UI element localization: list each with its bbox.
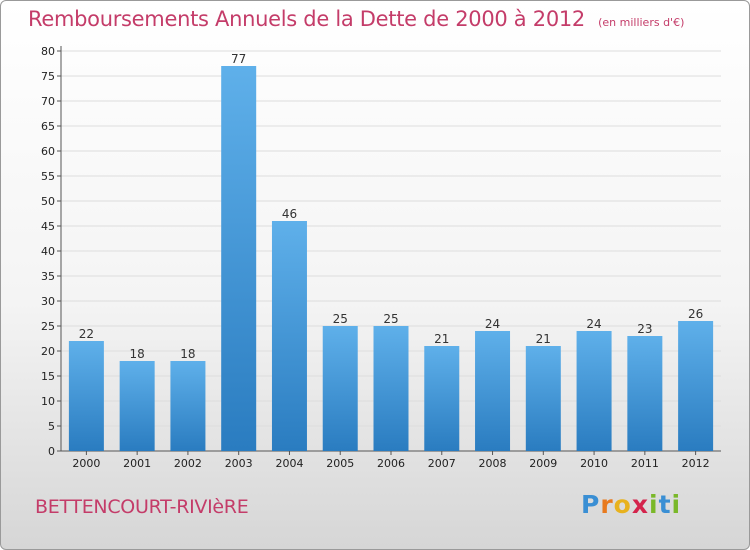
bar-2004 (271, 221, 307, 451)
y-tick-label: 10 (41, 395, 55, 408)
bar-2002 (170, 361, 206, 451)
x-tick-label: 2007 (428, 457, 456, 470)
x-tick-label: 2001 (123, 457, 151, 470)
bar-2009 (525, 346, 561, 451)
bars (68, 66, 714, 451)
y-tick-label: 70 (41, 95, 55, 108)
bar-2005 (322, 326, 358, 451)
data-label: 46 (282, 207, 297, 221)
location-name: BETTENCOURT-RIVIèRE (35, 496, 249, 518)
y-tick-label: 75 (41, 70, 55, 83)
logo-letter: P (581, 490, 601, 519)
y-tick-label: 25 (41, 320, 55, 333)
y-tick-label: 80 (41, 45, 55, 58)
data-label: 25 (383, 312, 398, 326)
logo-letter: i (671, 490, 682, 519)
x-tick-label: 2002 (174, 457, 202, 470)
y-tick-label: 60 (41, 145, 55, 158)
x-tick-label: 2004 (275, 457, 303, 470)
x-tick-label: 2012 (682, 457, 710, 470)
x-tick-label: 2000 (72, 457, 100, 470)
y-tick-label: 50 (41, 195, 55, 208)
data-label: 18 (130, 347, 145, 361)
data-label: 25 (333, 312, 348, 326)
x-tick-label: 2011 (631, 457, 659, 470)
x-tick-label: 2003 (225, 457, 253, 470)
logo-letter: i (649, 490, 659, 519)
data-label: 26 (688, 307, 703, 321)
bar-2008 (475, 331, 511, 451)
bar-chart: 0 5 10 15 20 25 30 35 40 45 50 55 60 65 70 75 80 2000 22 20… (41, 45, 721, 470)
data-label: 22 (79, 327, 94, 341)
chart-subtitle: (en milliers d'€) (598, 16, 685, 29)
bar-2007 (424, 346, 460, 451)
data-label: 24 (485, 317, 500, 331)
y-tick-label: 40 (41, 245, 55, 258)
x-tick-label: 2009 (529, 457, 557, 470)
bar-2006 (373, 326, 409, 451)
y-tick-label: 15 (41, 370, 55, 383)
bar-2001 (119, 361, 155, 451)
bar-2012 (678, 321, 714, 451)
y-tick-label: 5 (48, 420, 55, 433)
chart-title: Remboursements Annuels de la Dette de 20… (28, 7, 585, 31)
y-tick-label: 45 (41, 220, 55, 233)
chart-title-block: Remboursements Annuels de la Dette de 20… (28, 7, 684, 31)
y-tick-label: 0 (48, 445, 55, 458)
logo-letter: o (613, 490, 632, 519)
data-label: 77 (231, 52, 246, 66)
x-tick-label: 2008 (479, 457, 507, 470)
y-tick-label: 55 (41, 170, 55, 183)
x-tick-label: 2005 (326, 457, 354, 470)
y-tick-label: 20 (41, 345, 55, 358)
logo-letter: r (600, 490, 614, 519)
data-label: 23 (637, 322, 652, 336)
bar-2011 (627, 336, 663, 451)
data-label: 21 (434, 332, 449, 346)
proxiti-logo[interactable]: Proxiti (581, 490, 681, 519)
x-tick-label: 2010 (580, 457, 608, 470)
x-tick-label: 2006 (377, 457, 405, 470)
y-tick-label: 65 (41, 120, 55, 133)
logo-letter: t (658, 490, 672, 519)
logo-letter: x (631, 490, 649, 519)
y-tick-label: 30 (41, 295, 55, 308)
data-label: 24 (586, 317, 601, 331)
y-tick-label: 35 (41, 270, 55, 283)
labels: 0 5 10 15 20 25 30 35 40 45 50 55 60 65 70 75 80 2000 22 20… (41, 45, 710, 470)
data-label: 18 (180, 347, 195, 361)
bar-2000 (68, 341, 104, 451)
bar-2003 (221, 66, 257, 451)
bar-2010 (576, 331, 612, 451)
data-label: 21 (536, 332, 551, 346)
